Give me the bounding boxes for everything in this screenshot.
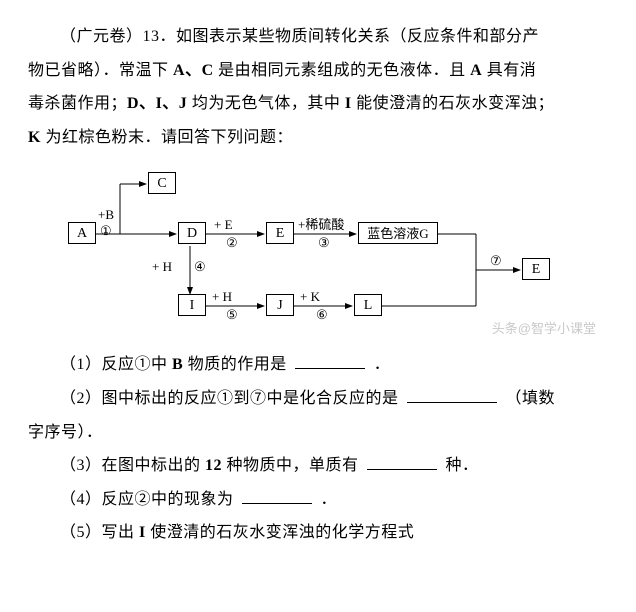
node-a: A [68,222,96,244]
lbl-plus-h2: + H [212,290,232,304]
lbl-c2: ② [226,236,238,250]
question-2: （2）图中标出的反应①到⑦中是化合反应的是 （填数 [28,382,608,416]
bold-ac: A、C [173,62,214,79]
lbl-c7: ⑦ [490,254,502,268]
blank-q1 [295,352,365,369]
bold-a: A [470,62,482,79]
t: ． [374,356,391,373]
lbl-c1: ① [100,224,112,238]
diagram-arrows [68,166,588,336]
blank-q2 [407,386,497,403]
problem-line2: 物已省略）．常温下 A、C 是由相同元素组成的无色液体．且 A 具有消 [28,54,608,88]
blank-q4 [242,487,312,504]
t: （2）图中标出的反应①到⑦中是化合反应的是 [60,390,399,407]
t: 能使澄清的石灰水变浑浊； [356,95,554,112]
t: （1）反应①中 [60,356,168,373]
t: （填数 [506,390,556,407]
t: 如图表示某些物质间转化关系（反应条件和部分产 [176,28,539,45]
node-l: L [354,294,382,316]
lbl-plus-e: + E [214,218,233,232]
node-e1: E [266,222,294,244]
t: 字序号）． [28,424,103,441]
t: 种． [446,457,479,474]
problem-line4: K 为红棕色粉末．请回答下列问题： [28,121,608,155]
t: （5）写出 [60,524,135,541]
lbl-plus-h1: + H [152,260,172,274]
t: 是由相同元素组成的无色液体．且 [218,62,466,79]
lbl-c6: ⑥ [316,308,328,322]
node-g: 蓝色溶液G [358,222,438,244]
node-i: I [178,294,206,316]
t: 物已省略）．常温下 [28,62,169,79]
node-j: J [266,294,294,316]
lbl-plus-acid: +稀硫酸 [298,218,344,232]
reaction-diagram: A C D E 蓝色溶液G I J L E +B ① + E ② +稀硫酸 ③ … [68,166,588,336]
node-d: D [178,222,206,244]
question-1: （1）反应①中 B 物质的作用是 ． [28,348,608,382]
blank-q3 [367,453,437,470]
question-2b: 字序号）． [28,416,608,450]
node-e2: E [522,258,550,280]
t: 物质的作用是 [188,356,287,373]
num-12: 12 [205,457,222,474]
node-c: C [148,172,176,194]
bold-b: B [172,356,183,373]
source-tag: （广元卷）13． [60,28,176,45]
lbl-plus-b: +B [98,208,114,222]
problem-line1: （广元卷）13．如图表示某些物质间转化关系（反应条件和部分产 [28,20,608,54]
bold-i-q5: I [139,524,146,541]
bold-dij: D、I、J [127,95,187,112]
lbl-c4: ④ [194,260,206,274]
lbl-plus-k: + K [300,290,320,304]
lbl-c5: ⑤ [226,308,238,322]
t: （3）在图中标出的 [60,457,201,474]
t: 使澄清的石灰水变浑浊的化学方程式 [150,524,414,541]
t: ． [321,491,338,508]
bold-i: I [345,95,352,112]
lbl-c3: ③ [318,236,330,250]
problem-line3: 毒杀菌作用；D、I、J 均为无色气体，其中 I 能使澄清的石灰水变浑浊； [28,87,608,121]
bold-k: K [28,129,41,146]
t: 均为无色气体，其中 [192,95,341,112]
t: 种物质中，单质有 [227,457,359,474]
question-4: （4）反应②中的现象为 ． [28,483,608,517]
t: （4）反应②中的现象为 [60,491,234,508]
t: 为红棕色粉末．请回答下列问题： [45,129,293,146]
watermark: 头条@智学小课堂 [492,315,596,342]
t: 毒杀菌作用； [28,95,127,112]
t: 具有消 [487,62,537,79]
question-5: （5）写出 I 使澄清的石灰水变浑浊的化学方程式 [28,516,608,550]
question-3: （3）在图中标出的 12 种物质中，单质有 种． [28,449,608,483]
